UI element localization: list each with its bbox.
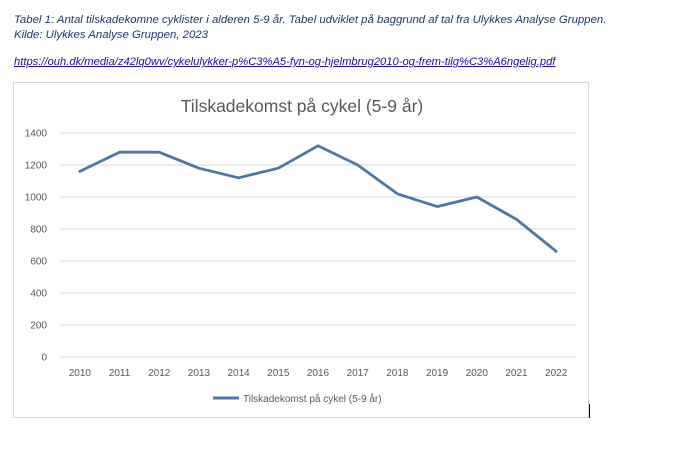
text-cursor [589, 404, 590, 418]
y-tick-label: 200 [30, 321, 47, 332]
x-tick-label: 2021 [505, 368, 528, 379]
gridlines [60, 132, 576, 358]
x-tick-label: 2011 [109, 368, 131, 379]
x-tick-label: 2012 [148, 368, 171, 379]
x-tick-label: 2010 [69, 368, 92, 379]
legend: Tilskadekomst på cykel (5-9 år) [213, 393, 382, 405]
chart-container: Tilskadekomst på cykel (5-9 år) 0 200 400 6… [13, 82, 589, 418]
chart-title: Tilskadekomst på cykel (5-9 år) [181, 96, 423, 116]
y-tick-label: 1000 [25, 193, 48, 204]
x-tick-label: 2015 [267, 368, 290, 379]
caption-line-1: Tabel 1: Antal tilskadekomne cyklister i… [14, 14, 607, 26]
series-line [78, 144, 558, 253]
x-tick-label: 2016 [307, 368, 330, 379]
x-tick-label: 2018 [386, 368, 409, 379]
source-link[interactable]: https://ouh.dk/media/z42lq0wv/cykelulykk… [14, 56, 556, 68]
caption-line-2: Kilde: Ulykkes Analyse Gruppen, 2023 [14, 29, 208, 41]
x-tick-label: 2020 [466, 368, 489, 379]
x-tick-label: 2013 [188, 368, 211, 379]
y-tick-label: 800 [30, 225, 47, 236]
y-tick-label: 1400 [25, 129, 48, 140]
y-tick-label: 0 [41, 353, 47, 364]
y-tick-label: 1200 [25, 161, 48, 172]
table-caption: Tabel 1: Antal tilskadekomne cyklister i… [14, 13, 669, 43]
y-tick-label: 600 [30, 257, 47, 268]
x-tick-label: 2019 [426, 368, 449, 379]
x-tick-label: 2017 [347, 368, 370, 379]
x-tick-label: 2022 [545, 368, 568, 379]
legend-label: Tilskadekomst på cykel (5-9 år) [243, 393, 382, 405]
x-axis-ticks: 2010 2011 2012 2013 2014 2015 2016 2017 2018 2019… [69, 368, 568, 379]
line-chart: Tilskadekomst på cykel (5-9 år) 0 200 400 6… [25, 96, 576, 405]
x-tick-label: 2014 [227, 368, 250, 379]
series-group [78, 144, 558, 253]
y-axis-ticks: 0 200 400 600 800 1000 1200 1400 [25, 129, 48, 364]
y-tick-label: 400 [30, 289, 47, 300]
